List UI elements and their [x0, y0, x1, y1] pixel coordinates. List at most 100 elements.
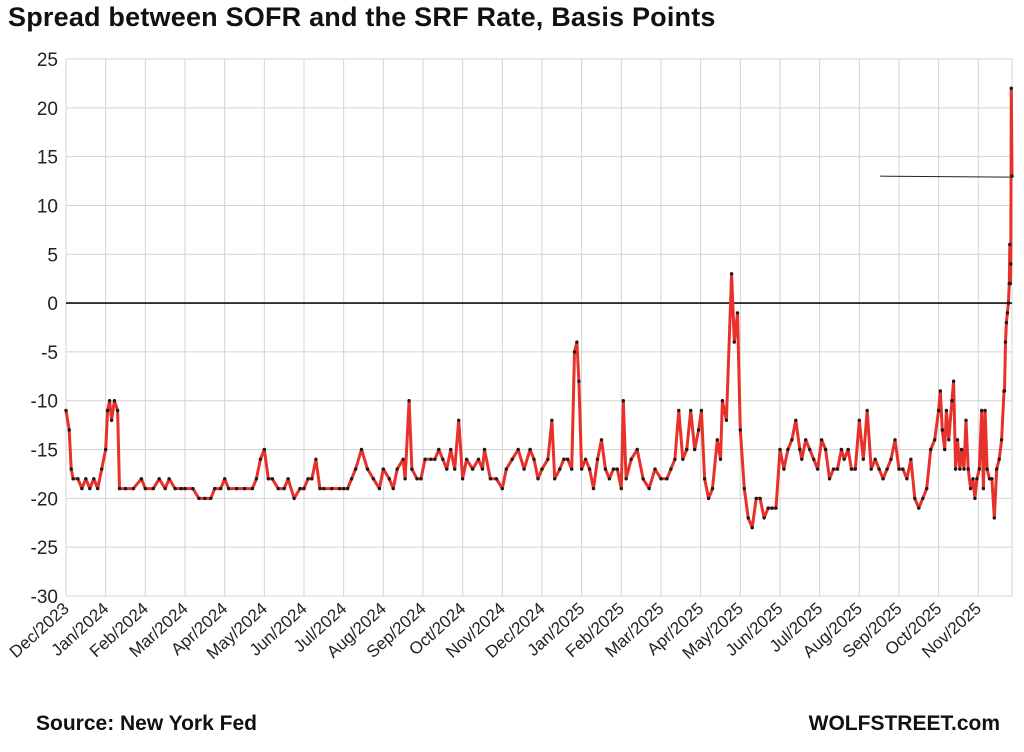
data-point — [938, 389, 942, 393]
data-point — [415, 477, 419, 481]
data-point — [758, 496, 762, 501]
data-point — [387, 477, 391, 481]
data-point — [433, 457, 437, 461]
data-point — [270, 477, 274, 481]
data-point — [349, 477, 354, 481]
data-point — [689, 408, 693, 413]
data-point — [629, 457, 633, 461]
data-point — [720, 399, 725, 403]
data-point — [88, 486, 92, 491]
data-point — [583, 457, 588, 461]
data-point — [905, 477, 909, 481]
data-point — [1006, 301, 1011, 305]
data-point — [112, 399, 117, 403]
data-point — [391, 486, 395, 491]
data-point — [441, 457, 445, 461]
data-point — [151, 486, 155, 491]
data-point — [1008, 281, 1012, 286]
data-point — [865, 408, 869, 413]
brand-logo-text: WOLFSTREET.com — [808, 712, 1000, 735]
data-point — [677, 408, 681, 413]
data-point — [831, 467, 836, 471]
data-point — [853, 467, 857, 471]
data-point — [762, 516, 766, 520]
data-point — [975, 477, 979, 481]
data-point — [213, 486, 217, 491]
data-point — [992, 516, 996, 520]
data-point — [80, 486, 84, 491]
data-point — [980, 408, 984, 413]
data-point — [449, 447, 453, 452]
data-point — [562, 457, 566, 461]
data-point — [881, 477, 885, 481]
data-point — [395, 467, 399, 471]
data-point — [258, 457, 263, 461]
data-point — [778, 447, 782, 452]
data-point — [139, 477, 144, 481]
data-point — [635, 447, 639, 452]
data-point — [917, 506, 921, 510]
source-note: Source: New York Fed — [36, 712, 257, 735]
data-point — [827, 477, 832, 481]
data-point — [901, 467, 905, 471]
data-point — [925, 486, 929, 491]
data-point — [100, 467, 104, 471]
data-point — [183, 486, 187, 491]
data-point — [92, 477, 96, 481]
data-point — [69, 467, 73, 471]
y-tick-label: 25 — [37, 50, 58, 71]
data-point — [966, 467, 970, 471]
y-tick-label: 0 — [47, 294, 58, 315]
data-point — [550, 418, 554, 422]
data-point — [403, 477, 407, 481]
data-point — [464, 457, 469, 461]
data-point — [669, 467, 673, 471]
data-point — [653, 467, 657, 471]
data-point — [786, 447, 790, 452]
data-point — [641, 477, 645, 481]
data-point — [599, 438, 604, 442]
data-point — [407, 399, 411, 403]
data-point — [302, 486, 306, 491]
data-point — [219, 486, 223, 491]
data-point — [342, 486, 346, 491]
data-point — [1004, 320, 1009, 325]
data-point — [591, 486, 596, 491]
data-point — [76, 477, 80, 481]
data-point — [262, 447, 266, 452]
y-tick-label: -15 — [31, 441, 58, 462]
data-point — [999, 438, 1004, 442]
data-point — [718, 457, 723, 461]
data-point — [371, 477, 376, 481]
data-point — [624, 477, 628, 481]
data-point — [819, 438, 824, 442]
data-point — [67, 428, 71, 432]
data-point — [437, 447, 441, 452]
y-tick-label: -30 — [31, 587, 58, 608]
data-point — [353, 467, 358, 471]
data-point — [647, 486, 651, 491]
chart-title: Spread between SOFR and the SRF Rate, Ba… — [8, 2, 716, 32]
data-point — [964, 418, 968, 422]
data-point — [990, 477, 994, 481]
data-point — [197, 496, 201, 501]
data-point — [203, 496, 207, 501]
data-point — [553, 477, 557, 481]
data-point — [445, 467, 449, 471]
data-point — [115, 408, 120, 413]
data-point — [770, 506, 774, 510]
data-point — [587, 467, 592, 471]
data-point — [419, 477, 423, 481]
data-point — [104, 447, 108, 452]
data-point — [1008, 242, 1012, 247]
data-point — [381, 467, 385, 471]
data-point — [842, 457, 846, 461]
data-point — [921, 496, 925, 501]
data-point — [558, 467, 562, 471]
y-tick-label: -25 — [31, 538, 58, 559]
data-point — [955, 438, 960, 442]
data-point — [732, 340, 736, 344]
data-point — [985, 467, 989, 471]
data-point — [163, 486, 167, 491]
data-point — [971, 477, 975, 481]
